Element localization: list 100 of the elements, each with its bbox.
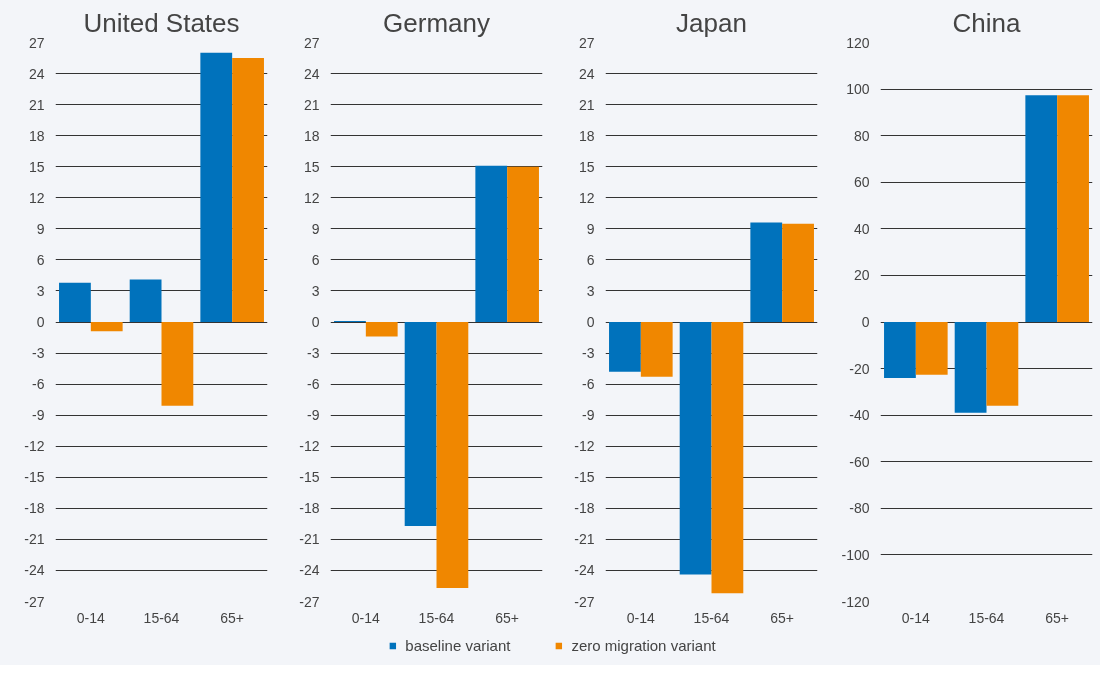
y-tick-label: -9 <box>307 407 320 424</box>
y-tick-label: 0 <box>586 314 595 330</box>
y-tick-label: 27 <box>578 34 595 51</box>
x-tick-label: 0-14 <box>351 609 381 626</box>
y-tick-label: 27 <box>303 34 320 51</box>
x-tick-label: 15-64 <box>693 609 730 626</box>
bar <box>232 58 264 322</box>
y-tick-label: 3 <box>311 282 320 299</box>
y-tick-label: 6 <box>311 251 320 268</box>
y-tick-label: -3 <box>32 345 45 362</box>
y-tick-label: -21 <box>299 531 320 548</box>
y-tick-label: 9 <box>36 220 45 237</box>
x-tick-label: 65+ <box>1045 609 1070 626</box>
y-tick-label: 21 <box>303 96 320 113</box>
y-tick-label: -15 <box>24 469 45 486</box>
y-tick-label: 9 <box>311 220 320 237</box>
y-tick-label: -6 <box>307 376 320 393</box>
bar <box>640 322 673 377</box>
bar <box>59 282 91 322</box>
y-tick-label: -3 <box>307 345 320 362</box>
y-tick-label: -18 <box>574 500 595 517</box>
bar <box>129 279 162 322</box>
x-tick-label: 65+ <box>495 609 520 626</box>
y-tick-label: 15 <box>303 158 320 175</box>
bar <box>782 223 814 322</box>
x-tick-label: 15-64 <box>968 609 1005 626</box>
y-tick-label: -3 <box>582 345 595 362</box>
y-tick-label: -6 <box>32 376 45 393</box>
chart-title: China <box>952 7 1022 38</box>
y-tick-label: 12 <box>28 189 45 206</box>
bar <box>750 222 783 322</box>
y-tick-label: 12 <box>578 189 595 206</box>
y-tick-label: 18 <box>303 127 320 144</box>
y-tick-label: -24 <box>24 562 45 579</box>
y-tick-label: 15 <box>28 158 45 175</box>
y-tick-label: 18 <box>28 127 45 144</box>
chart-title: United States <box>83 7 240 38</box>
x-tick-label: 15-64 <box>143 609 180 626</box>
y-tick-label: 0 <box>36 314 45 330</box>
y-tick-label: -18 <box>299 500 320 517</box>
y-tick-label: 3 <box>586 282 595 299</box>
y-tick-label: -27 <box>299 593 320 610</box>
y-tick-label: -12 <box>574 438 595 455</box>
y-tick-label: 20 <box>853 267 870 284</box>
y-tick-label: -40 <box>849 407 870 424</box>
chart-title: Japan <box>676 7 747 38</box>
y-tick-label: 27 <box>28 34 45 51</box>
y-tick-label: 40 <box>853 220 870 237</box>
y-tick-label: -15 <box>299 469 320 486</box>
x-tick-label: 15-64 <box>418 609 455 626</box>
y-tick-label: 24 <box>578 65 595 82</box>
x-tick-label: 0-14 <box>76 609 106 626</box>
x-tick-label: 65+ <box>220 609 245 626</box>
y-tick-label: 18 <box>578 127 595 144</box>
bar <box>161 322 194 406</box>
x-tick-label: 0-14 <box>901 609 931 626</box>
x-tick-label: 0-14 <box>626 609 656 626</box>
y-tick-label: 0 <box>311 314 320 330</box>
legend-label: zero migration variant <box>571 636 716 654</box>
y-tick-label: 6 <box>36 251 45 268</box>
y-tick-label: 15 <box>578 158 595 175</box>
y-tick-label: 24 <box>303 65 320 82</box>
y-tick-label: -12 <box>299 438 320 455</box>
bar <box>200 52 233 322</box>
bar <box>436 322 469 589</box>
y-tick-label: -20 <box>849 360 870 377</box>
legend-label: baseline variant <box>405 636 511 654</box>
bar <box>679 322 712 575</box>
y-tick-label: -80 <box>849 500 870 517</box>
y-tick-label: -60 <box>849 453 870 470</box>
x-tick-label: 65+ <box>770 609 795 626</box>
y-tick-label: 21 <box>578 96 595 113</box>
y-tick-label: -27 <box>24 593 45 610</box>
y-tick-label: 3 <box>36 282 45 299</box>
y-tick-label: 60 <box>853 174 870 191</box>
chart-title: Germany <box>383 7 490 38</box>
bar <box>507 166 539 322</box>
y-tick-label: 6 <box>586 251 595 268</box>
y-tick-label: -100 <box>841 546 870 563</box>
bar <box>404 322 437 526</box>
bar <box>475 165 508 322</box>
y-tick-label: -9 <box>32 407 45 424</box>
y-tick-label: 100 <box>846 81 870 98</box>
y-tick-label: -18 <box>24 500 45 517</box>
bar <box>711 322 744 594</box>
y-tick-label: -24 <box>574 562 595 579</box>
bar <box>609 322 641 372</box>
y-tick-label: -6 <box>582 376 595 393</box>
y-tick-label: -21 <box>574 531 595 548</box>
y-tick-label: -9 <box>582 407 595 424</box>
y-tick-label: 9 <box>586 220 595 237</box>
y-tick-label: 24 <box>28 65 45 82</box>
y-tick-label: 80 <box>853 127 870 144</box>
y-tick-label: -27 <box>574 593 595 610</box>
y-tick-label: 12 <box>303 189 320 206</box>
y-tick-label: -120 <box>841 593 870 610</box>
y-tick-label: -12 <box>24 438 45 455</box>
y-tick-label: 120 <box>846 34 870 51</box>
y-tick-label: -21 <box>24 531 45 548</box>
y-tick-label: 21 <box>28 96 45 113</box>
